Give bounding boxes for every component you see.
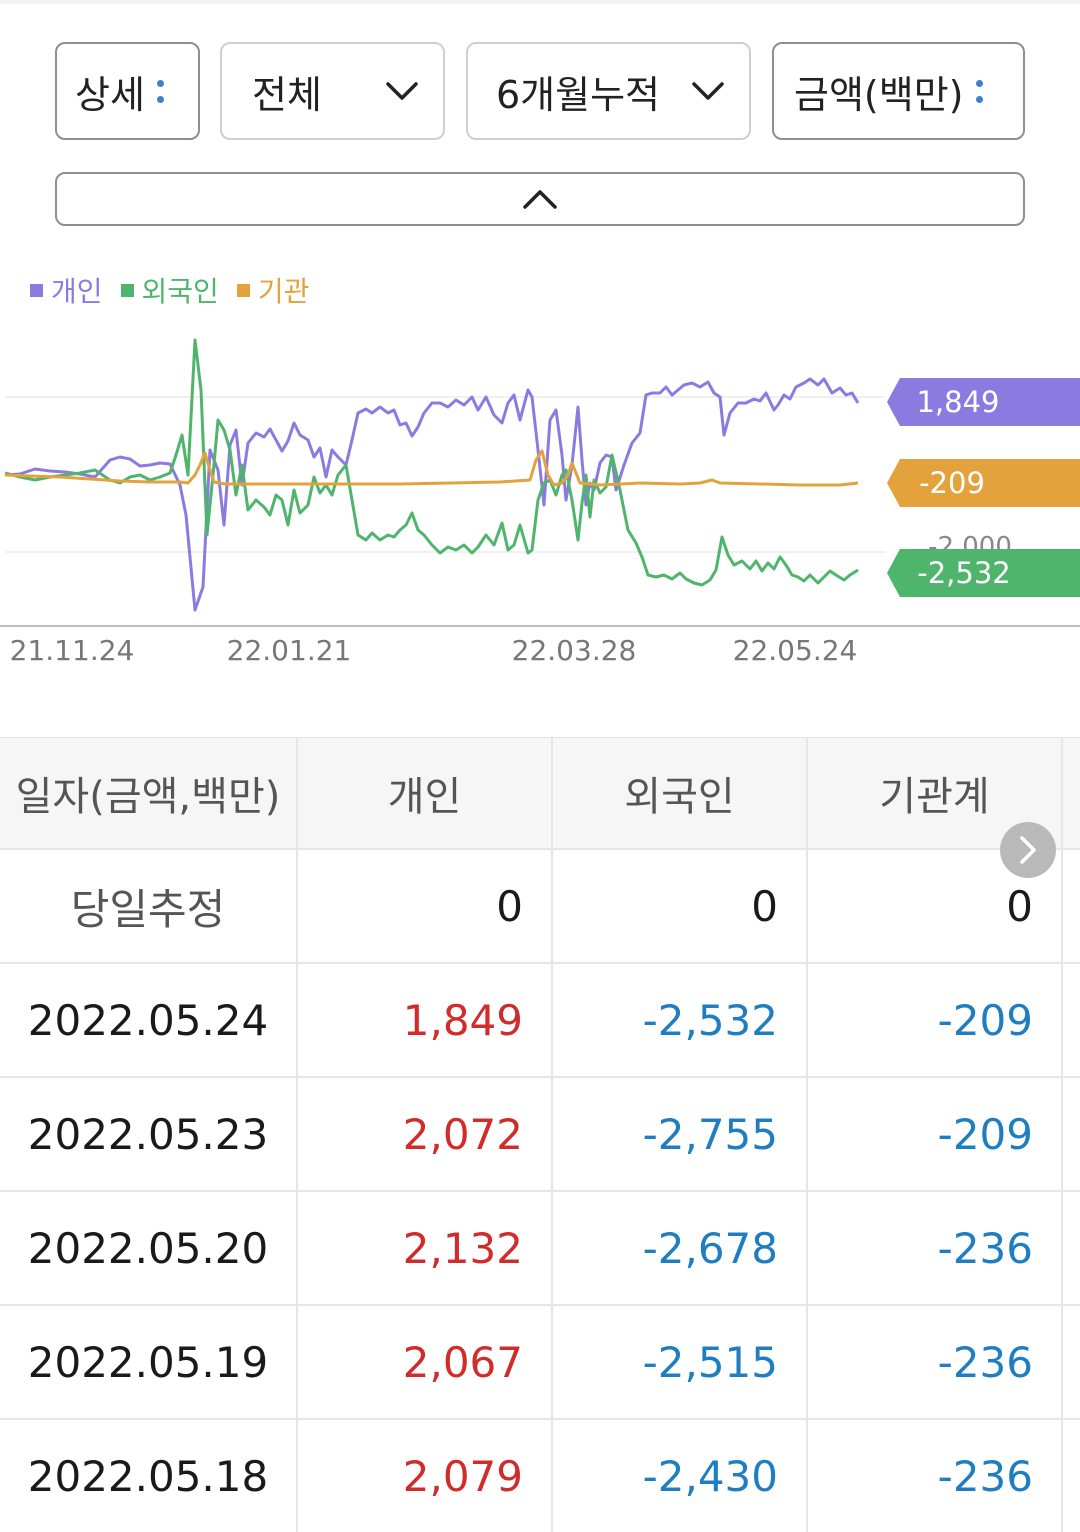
row-date: 2022.05.18 bbox=[0, 1420, 298, 1532]
row-date: 2022.05.23 bbox=[0, 1078, 298, 1190]
chevron-up-icon bbox=[523, 190, 557, 209]
legend-item-foreign: 외국인 bbox=[120, 270, 219, 310]
legend-swatch bbox=[120, 283, 134, 297]
row-foreign: -2,678 bbox=[553, 1192, 808, 1304]
table-row: 2022.05.24 1,849 -2,532 -209 bbox=[0, 962, 1080, 1076]
chart-legend: 개인 외국인 기관 bbox=[30, 270, 309, 310]
table-header: 일자(금액,백만) 개인 외국인 기관계 bbox=[0, 737, 1080, 848]
period-select[interactable]: 6개월누적 bbox=[466, 42, 751, 140]
row-institution: -236 bbox=[808, 1306, 1063, 1418]
value-tag-institution bbox=[887, 459, 1080, 507]
row-individual: 1,849 bbox=[298, 964, 553, 1076]
chevron-right-icon bbox=[1020, 836, 1036, 864]
estimate-foreign: 0 bbox=[553, 850, 808, 962]
kebab-icon bbox=[156, 79, 164, 103]
x-tick-label: 22.01.21 bbox=[227, 634, 352, 667]
series-line-foreign bbox=[4, 338, 859, 587]
x-tick-label: 22.05.24 bbox=[733, 634, 858, 667]
chevron-down-icon bbox=[692, 82, 724, 100]
view-select[interactable]: 상세 bbox=[55, 42, 200, 140]
row-date: 2022.05.24 bbox=[0, 964, 298, 1076]
view-select-label: 상세 bbox=[75, 72, 145, 117]
value-tag-individual-label: 1,849 bbox=[916, 385, 999, 419]
estimate-label: 당일추정 bbox=[0, 850, 298, 962]
row-foreign: -2,515 bbox=[553, 1306, 808, 1418]
legend-item-institution: 기관 bbox=[236, 270, 309, 310]
table-row: 2022.05.20 2,132 -2,678 -236 bbox=[0, 1190, 1080, 1304]
row-individual: 2,079 bbox=[298, 1420, 553, 1532]
row-individual: 2,132 bbox=[298, 1192, 553, 1304]
value-tag-foreign-label: -2,532 bbox=[917, 556, 1011, 590]
value-tag-institution-label: -209 bbox=[919, 466, 985, 500]
row-foreign: -2,755 bbox=[553, 1078, 808, 1190]
legend-item-individual: 개인 bbox=[30, 270, 103, 310]
row-institution: -209 bbox=[808, 1078, 1063, 1190]
header-foreign: 외국인 bbox=[553, 738, 808, 848]
x-tick-label: 22.03.28 bbox=[512, 634, 637, 667]
chevron-down-icon bbox=[386, 82, 418, 100]
legend-swatch bbox=[30, 283, 43, 297]
row-institution: -236 bbox=[808, 1420, 1063, 1532]
row-date: 2022.05.19 bbox=[0, 1306, 298, 1418]
legend-swatch bbox=[236, 283, 250, 297]
row-institution: -236 bbox=[808, 1192, 1063, 1304]
table-row-estimate: 당일추정 0 0 0 bbox=[0, 848, 1080, 962]
series-line-institution bbox=[4, 449, 859, 487]
estimate-individual: 0 bbox=[298, 850, 553, 962]
top-strip bbox=[0, 0, 1080, 4]
row-foreign: -2,532 bbox=[553, 964, 808, 1076]
period-select-label: 6개월누적 bbox=[496, 72, 661, 117]
unit-select-label: 금액(백만) bbox=[794, 72, 964, 117]
table-row: 2022.05.23 2,072 -2,755 -209 bbox=[0, 1076, 1080, 1190]
scroll-right-button[interactable] bbox=[1000, 822, 1056, 878]
header-individual: 개인 bbox=[298, 738, 553, 848]
x-tick-label: 21.11.24 bbox=[10, 634, 135, 667]
unit-select[interactable]: 금액(백만) bbox=[772, 42, 1025, 140]
row-foreign: -2,430 bbox=[553, 1420, 808, 1532]
row-date: 2022.05.20 bbox=[0, 1192, 298, 1304]
value-tag-individual bbox=[887, 378, 1080, 426]
header-date: 일자(금액,백만) bbox=[0, 738, 298, 848]
estimate-institution: 0 bbox=[808, 850, 1063, 962]
kebab-icon bbox=[975, 79, 983, 103]
header-institution: 기관계 bbox=[808, 738, 1063, 848]
collapse-filters-button[interactable] bbox=[55, 172, 1025, 226]
market-select[interactable]: 전체 bbox=[220, 42, 445, 140]
investor-table: 일자(금액,백만) 개인 외국인 기관계 당일추정 0 0 0 2022.05.… bbox=[0, 737, 1080, 1532]
row-individual: 2,072 bbox=[298, 1078, 553, 1190]
series-line-individual bbox=[4, 377, 860, 612]
value-tag-foreign bbox=[887, 549, 1080, 597]
row-individual: 2,067 bbox=[298, 1306, 553, 1418]
market-select-label: 전체 bbox=[252, 72, 322, 117]
row-institution: -209 bbox=[808, 964, 1063, 1076]
investor-trend-chart: -2,000 1,849 -209 -2,532 21.11.24 22.01.… bbox=[0, 338, 1080, 667]
table-row: 2022.05.19 2,067 -2,515 -236 bbox=[0, 1304, 1080, 1418]
table-row: 2022.05.18 2,079 -2,430 -236 bbox=[0, 1418, 1080, 1532]
